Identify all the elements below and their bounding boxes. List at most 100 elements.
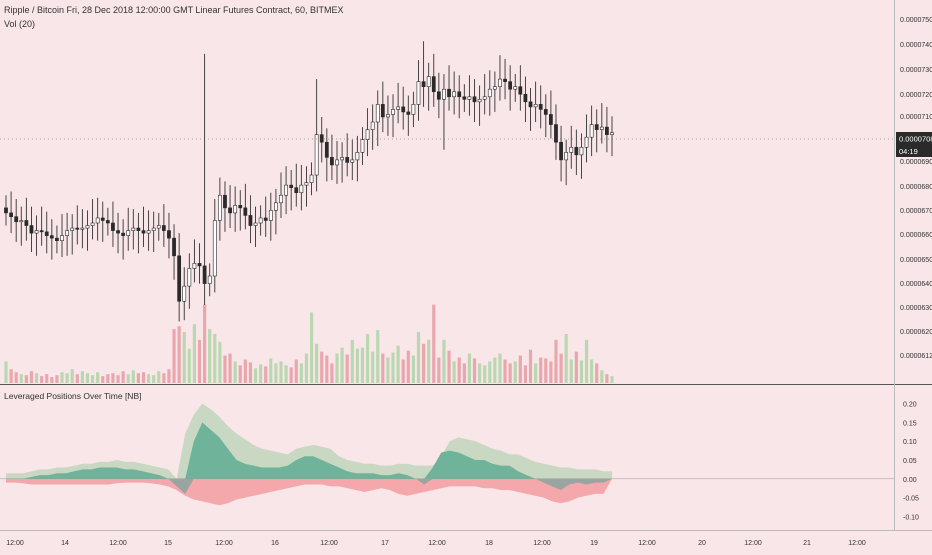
candle[interactable]	[146, 210, 151, 251]
candle[interactable]	[442, 74, 446, 150]
candle[interactable]	[218, 177, 222, 241]
candle[interactable]	[533, 81, 538, 123]
candle[interactable]	[197, 243, 202, 284]
candle-series[interactable]	[4, 41, 614, 322]
candle[interactable]	[554, 104, 558, 160]
candle[interactable]	[584, 114, 589, 163]
candle[interactable]	[330, 134, 334, 181]
candle[interactable]	[309, 162, 314, 196]
candle[interactable]	[111, 201, 115, 247]
candle[interactable]	[503, 58, 507, 100]
candle[interactable]	[599, 103, 604, 144]
candle[interactable]	[289, 169, 294, 211]
candle[interactable]	[324, 128, 329, 182]
candle[interactable]	[258, 205, 263, 236]
candle[interactable]	[279, 172, 283, 218]
candle[interactable]	[172, 224, 176, 280]
candle[interactable]	[243, 183, 248, 230]
candle[interactable]	[4, 195, 8, 226]
candle[interactable]	[594, 109, 599, 153]
candle[interactable]	[406, 95, 411, 136]
candle[interactable]	[253, 206, 258, 247]
candle[interactable]	[126, 207, 131, 251]
candle[interactable]	[294, 163, 299, 207]
candle[interactable]	[574, 129, 579, 176]
candle[interactable]	[467, 75, 472, 116]
candle[interactable]	[457, 75, 462, 119]
candle[interactable]	[105, 207, 110, 236]
candle[interactable]	[55, 225, 59, 254]
candle[interactable]	[202, 53, 207, 306]
candle[interactable]	[513, 74, 518, 102]
candle[interactable]	[436, 72, 441, 119]
candle[interactable]	[268, 192, 273, 241]
candle[interactable]	[523, 76, 528, 123]
candle[interactable]	[65, 212, 69, 256]
candle[interactable]	[487, 70, 492, 116]
candle[interactable]	[182, 267, 187, 321]
candle[interactable]	[543, 94, 548, 138]
candle[interactable]	[9, 191, 13, 234]
indicator-axis[interactable]: 0.20 0.15 0.10 0.05 0.00 -0.05 -0.10	[903, 402, 919, 522]
candle[interactable]	[340, 142, 344, 183]
candle[interactable]	[60, 214, 64, 258]
candle[interactable]	[350, 139, 355, 181]
candle[interactable]	[391, 94, 395, 138]
candle[interactable]	[492, 71, 497, 112]
candle[interactable]	[335, 140, 339, 184]
candle[interactable]	[579, 133, 584, 179]
candle[interactable]	[452, 71, 457, 115]
candle[interactable]	[431, 53, 436, 107]
candle[interactable]	[355, 135, 360, 182]
candle[interactable]	[508, 65, 513, 111]
candle[interactable]	[75, 205, 80, 245]
candle[interactable]	[518, 65, 523, 111]
candle[interactable]	[284, 166, 288, 215]
candle[interactable]	[24, 197, 29, 241]
candle[interactable]	[85, 210, 90, 251]
candle[interactable]	[396, 82, 400, 124]
candle[interactable]	[70, 214, 75, 255]
candle[interactable]	[447, 65, 451, 111]
candle[interactable]	[167, 212, 171, 259]
candle[interactable]	[29, 206, 34, 253]
candle[interactable]	[386, 95, 390, 136]
candle[interactable]	[151, 211, 156, 253]
candle[interactable]	[411, 91, 416, 128]
candle[interactable]	[401, 86, 406, 130]
candle[interactable]	[610, 116, 614, 157]
candle[interactable]	[161, 204, 166, 247]
candle[interactable]	[304, 166, 309, 207]
candle[interactable]	[314, 79, 319, 192]
candle[interactable]	[44, 211, 49, 254]
candle[interactable]	[34, 215, 39, 256]
candle[interactable]	[131, 209, 136, 250]
candle[interactable]	[375, 90, 380, 147]
candle[interactable]	[90, 199, 95, 240]
candle[interactable]	[477, 85, 482, 126]
candle[interactable]	[95, 197, 100, 241]
candle[interactable]	[49, 219, 54, 260]
candle[interactable]	[365, 108, 370, 157]
candle[interactable]	[538, 85, 543, 129]
candle[interactable]	[177, 233, 182, 322]
candle[interactable]	[141, 206, 146, 247]
candle[interactable]	[223, 181, 227, 232]
candle[interactable]	[274, 188, 278, 235]
candle[interactable]	[319, 116, 324, 163]
candle[interactable]	[248, 195, 253, 244]
candle[interactable]	[136, 212, 141, 254]
candle[interactable]	[482, 74, 487, 115]
candle[interactable]	[121, 219, 126, 260]
candle[interactable]	[426, 62, 431, 111]
candle[interactable]	[19, 206, 24, 246]
candle[interactable]	[360, 127, 365, 165]
candle[interactable]	[498, 55, 502, 101]
candle[interactable]	[549, 90, 553, 139]
candle[interactable]	[192, 239, 197, 283]
candle[interactable]	[80, 209, 85, 249]
candle[interactable]	[462, 84, 467, 112]
candle[interactable]	[212, 199, 217, 293]
candle[interactable]	[228, 185, 232, 229]
